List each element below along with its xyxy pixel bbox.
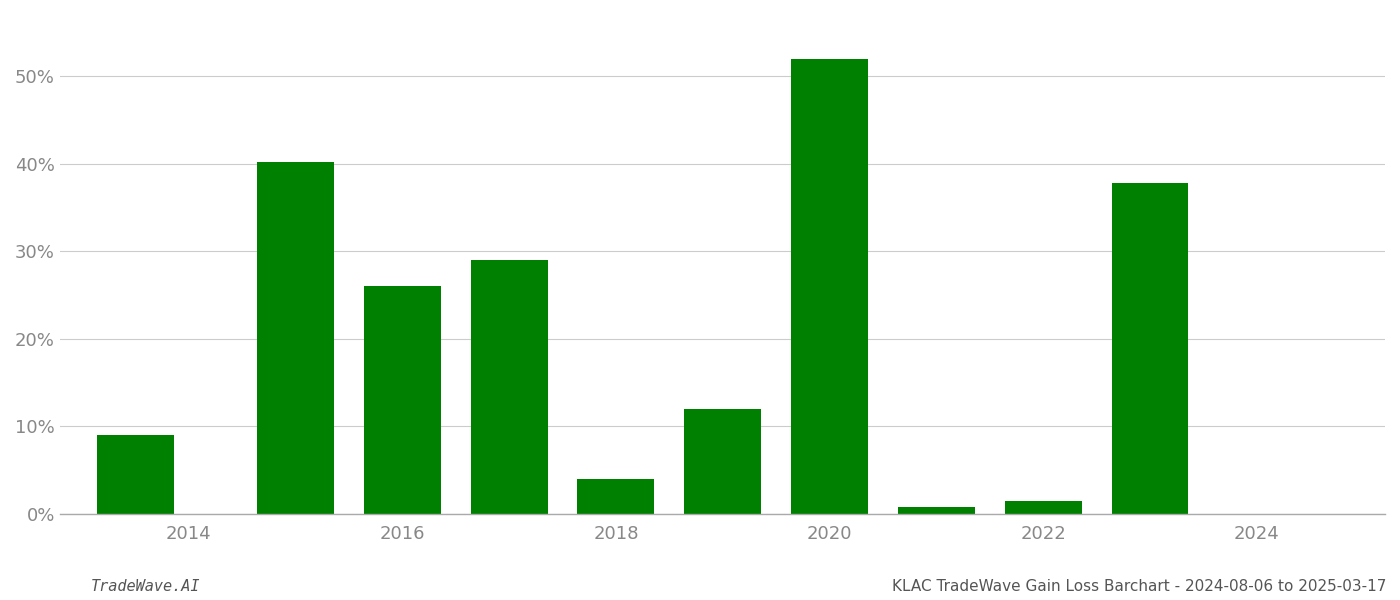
Bar <box>364 286 441 514</box>
Bar <box>897 507 974 514</box>
Bar <box>791 59 868 514</box>
Bar <box>258 162 333 514</box>
Bar <box>685 409 762 514</box>
Text: TradeWave.AI: TradeWave.AI <box>91 579 200 594</box>
Text: KLAC TradeWave Gain Loss Barchart - 2024-08-06 to 2025-03-17: KLAC TradeWave Gain Loss Barchart - 2024… <box>892 579 1386 594</box>
Bar <box>1005 501 1082 514</box>
Bar <box>470 260 547 514</box>
Bar <box>97 435 174 514</box>
Bar <box>577 479 654 514</box>
Bar <box>1112 183 1189 514</box>
